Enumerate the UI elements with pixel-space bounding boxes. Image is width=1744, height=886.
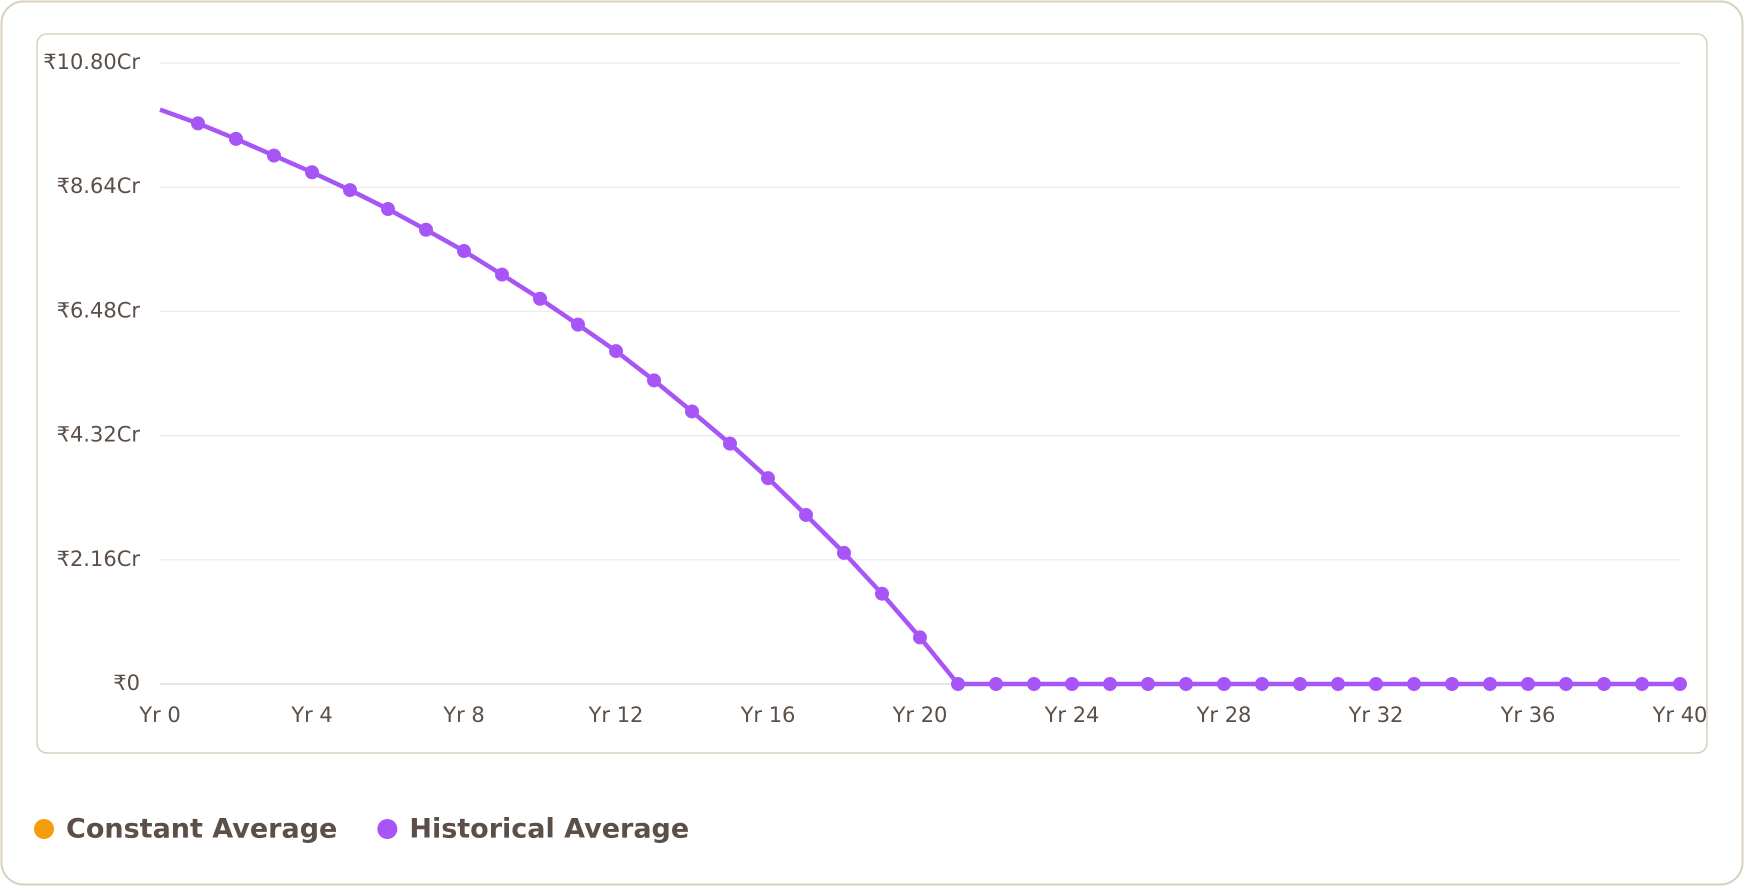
data-point [1331, 677, 1345, 691]
x-tick-label: Yr 12 [588, 703, 644, 727]
data-point [305, 165, 319, 180]
data-point [875, 586, 889, 601]
data-point [1179, 677, 1193, 691]
y-tick-label: ₹2.16Cr [57, 547, 141, 571]
data-point [1597, 677, 1611, 691]
data-point [1103, 677, 1117, 691]
data-point [419, 222, 433, 237]
marks [159, 107, 1687, 691]
data-point [1407, 677, 1421, 691]
data-point [761, 471, 775, 486]
x-tick-label: Yr 24 [1044, 703, 1100, 727]
data-point [609, 344, 623, 359]
data-point [1635, 677, 1649, 691]
legend-label: Historical Average [409, 814, 689, 845]
data-point [1217, 677, 1231, 691]
data-point [647, 373, 661, 388]
data-point [191, 116, 205, 131]
data-point [837, 545, 851, 560]
data-point [1293, 677, 1307, 691]
x-tick-label: Yr 8 [442, 703, 485, 727]
x-tick-label: Yr 28 [1196, 703, 1252, 727]
data-point [1559, 677, 1573, 691]
x-tick-label: Yr 36 [1500, 703, 1556, 727]
data-point [229, 131, 243, 146]
data-point [1027, 677, 1041, 691]
y-tick-label: ₹0 [113, 671, 140, 695]
data-point [1369, 677, 1383, 691]
data-point [381, 202, 395, 217]
data-point [571, 317, 585, 332]
x-tick-label: Yr 0 [138, 703, 181, 727]
x-tick-label: Yr 20 [892, 703, 948, 727]
data-point [913, 630, 927, 645]
grid: ₹0 ₹2.16Cr ₹4.32Cr ₹6.48Cr ₹8.64Cr ₹10.80Cr Yr… [43, 50, 1707, 727]
x-tick-label: Yr 32 [1348, 703, 1404, 727]
data-point [1673, 677, 1687, 691]
data-point [1255, 677, 1269, 691]
y-tick-label: ₹10.80Cr [43, 50, 140, 74]
plot-frame [36, 33, 1708, 754]
data-point [1065, 677, 1079, 691]
x-tick-label: Yr 16 [740, 703, 796, 727]
y-tick-label: ₹8.64Cr [57, 174, 141, 198]
data-point [267, 148, 281, 163]
data-point [533, 291, 547, 306]
data-point [685, 404, 699, 419]
legend-swatch [377, 819, 398, 839]
data-point [1483, 677, 1497, 691]
data-point [457, 244, 471, 259]
data-point [343, 183, 357, 198]
data-point [495, 267, 509, 282]
data-point [951, 677, 965, 691]
x-tick-label: Yr 4 [290, 703, 333, 727]
data-point [799, 507, 813, 522]
data-point [1521, 677, 1535, 691]
legend-swatch [34, 819, 54, 839]
legend: Constant Average Historical Average [34, 814, 689, 845]
data-point [1445, 677, 1459, 691]
y-tick-label: ₹6.48Cr [57, 298, 141, 322]
x-tick-label: Yr 40 [1652, 703, 1708, 727]
data-point [989, 677, 1003, 691]
data-point [1141, 677, 1155, 691]
data-point [723, 436, 737, 451]
legend-label: Constant Average [66, 814, 337, 845]
y-tick-label: ₹4.32Cr [57, 423, 141, 447]
